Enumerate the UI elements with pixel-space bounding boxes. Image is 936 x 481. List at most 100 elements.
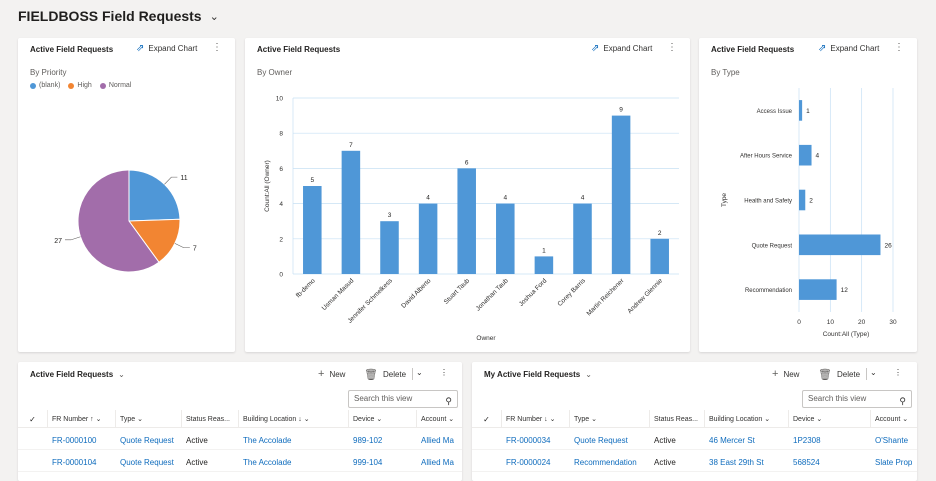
type-link[interactable]: Quote Request	[120, 457, 174, 467]
sort-down-icon: ↓	[544, 415, 548, 423]
search-placeholder: Search this view	[354, 394, 413, 403]
view-selector[interactable]: My Active Field Requests ⌄	[484, 370, 592, 379]
x-axis-title: Owner	[476, 335, 496, 342]
checkmark-icon: ✓	[29, 414, 36, 424]
row-checkbox[interactable]	[472, 452, 502, 472]
column-account[interactable]: Account ⌄	[417, 410, 462, 428]
bar	[799, 279, 837, 300]
chevron-down-icon: ⌄	[137, 416, 144, 423]
plus-icon: +	[318, 368, 325, 380]
more-vertical-icon[interactable]: ⋮	[894, 368, 902, 377]
new-button[interactable]: + New	[772, 368, 799, 380]
column-building-location[interactable]: Building Location ⌄	[705, 410, 789, 428]
chevron-down-icon[interactable]: ⌄	[870, 368, 877, 377]
column-fr-number[interactable]: FR Number ↑ ⌄	[48, 410, 116, 428]
y-axis-title: Type	[721, 193, 728, 207]
x-tick-label: Usman Masud	[321, 277, 356, 312]
x-tick-label: Joshua Ford	[518, 277, 549, 308]
new-button[interactable]: + New	[318, 368, 345, 380]
building-location-link[interactable]: 46 Mercer St	[709, 435, 755, 445]
expand-chart-button[interactable]: ⇗ Expand Chart	[136, 43, 197, 54]
account-link[interactable]: Allied Ma	[421, 435, 454, 445]
bar-data-label: 4	[816, 153, 820, 160]
building-location-link[interactable]: The Accolade	[243, 435, 292, 445]
more-vertical-icon[interactable]: ⋮	[440, 368, 448, 377]
column-account[interactable]: Account ⌄	[871, 410, 917, 428]
x-tick-label: Jonathan Taub	[475, 277, 510, 312]
chevron-down-icon: ⌄	[591, 416, 598, 423]
dashboard-title[interactable]: FIELDBOSS Field Requests	[18, 8, 202, 24]
column-status-reason[interactable]: Status Reas...	[650, 410, 705, 428]
chevron-down-icon[interactable]: ⌄	[209, 10, 219, 23]
select-all-checkbox[interactable]: ✓	[18, 410, 48, 428]
row-checkbox[interactable]	[472, 430, 502, 450]
bar-data-label: 4	[581, 195, 585, 202]
device-link[interactable]: 999-104	[353, 457, 383, 467]
search-icon[interactable]: ⚲	[445, 396, 452, 406]
search-icon[interactable]: ⚲	[899, 396, 906, 406]
table-row[interactable]: FR-0000100 Quote Request Active The Acco…	[18, 430, 462, 450]
fr-number-link[interactable]: FR-0000024	[506, 457, 551, 467]
column-building-location[interactable]: Building Location ↓ ⌄	[239, 410, 349, 428]
column-type[interactable]: Type ⌄	[116, 410, 182, 428]
legend-item-blank[interactable]: (blank)	[30, 82, 60, 89]
account-link[interactable]: O'Shante	[875, 435, 909, 445]
table-row[interactable]: FR-0000104 Quote Request Active The Acco…	[18, 452, 462, 472]
y-tick-label: Recommendation	[745, 288, 792, 294]
building-location-link[interactable]: 38 East 29th St	[709, 457, 764, 467]
bar-data-label: 6	[465, 159, 469, 166]
divider	[866, 368, 867, 380]
row-checkbox[interactable]	[18, 430, 48, 450]
legend-item-high[interactable]: High	[68, 82, 92, 89]
expand-chart-label: Expand Chart	[603, 44, 653, 53]
x-tick-label: 20	[858, 319, 866, 326]
chevron-down-icon: ⌄	[376, 416, 383, 423]
column-type[interactable]: Type ⌄	[570, 410, 650, 428]
x-tick-label: Stuart Taub	[443, 277, 472, 306]
expand-chart-button[interactable]: ⇗ Expand Chart	[591, 43, 652, 54]
bar-data-label: 1	[542, 247, 546, 254]
chevron-down-icon[interactable]: ⌄	[416, 368, 423, 377]
device-link[interactable]: 1P2308	[793, 435, 821, 445]
expand-chart-label: Expand Chart	[148, 44, 198, 53]
column-device[interactable]: Device ⌄	[349, 410, 417, 428]
more-vertical-icon[interactable]: ⋮	[667, 42, 677, 53]
select-all-checkbox[interactable]: ✓	[472, 410, 502, 428]
column-status-reason[interactable]: Status Reas...	[182, 410, 239, 428]
type-link[interactable]: Quote Request	[120, 435, 174, 445]
y-tick-label: 6	[279, 166, 283, 173]
view-selector[interactable]: Active Field Requests ⌄	[30, 370, 125, 379]
column-label: Device	[353, 415, 375, 423]
grid-title: Active Field Requests	[30, 370, 114, 379]
column-fr-number[interactable]: FR Number ↓ ⌄	[502, 410, 570, 428]
column-device[interactable]: Device ⌄	[789, 410, 871, 428]
fr-number-link[interactable]: FR-0000100	[52, 435, 97, 445]
expand-chart-button[interactable]: ⇗ Expand Chart	[818, 43, 879, 54]
column-label: Device	[793, 415, 815, 423]
type-link[interactable]: Recommendation	[574, 457, 637, 467]
table-row[interactable]: FR-0000024 Recommendation Active 38 East…	[472, 452, 917, 472]
plus-icon: +	[772, 368, 779, 380]
table-row[interactable]: FR-0000034 Quote Request Active 46 Merce…	[472, 430, 917, 450]
row-checkbox[interactable]	[18, 452, 48, 472]
delete-button[interactable]: 🗑 Delete	[364, 368, 406, 381]
fr-number-link[interactable]: FR-0000104	[52, 457, 97, 467]
type-link[interactable]: Quote Request	[574, 435, 628, 445]
pie-leader-line	[64, 236, 81, 241]
fr-number-link[interactable]: FR-0000034	[506, 435, 551, 445]
search-input[interactable]: Search this view ⚲	[348, 390, 458, 408]
bar	[341, 150, 361, 274]
account-link[interactable]: Slate Prop	[875, 457, 913, 467]
device-link[interactable]: 568524	[793, 457, 820, 467]
account-link[interactable]: Allied Ma	[421, 457, 454, 467]
y-axis-title: Count:All (Owner)	[264, 160, 271, 212]
new-label: New	[329, 369, 346, 379]
more-vertical-icon[interactable]: ⋮	[212, 42, 222, 53]
building-location-link[interactable]: The Accolade	[243, 457, 292, 467]
legend-item-normal[interactable]: Normal	[99, 82, 131, 89]
device-link[interactable]: 989-102	[353, 435, 383, 445]
expand-chart-icon: ⇗	[136, 43, 145, 54]
delete-button[interactable]: 🗑 Delete	[818, 368, 860, 381]
more-vertical-icon[interactable]: ⋮	[894, 42, 904, 53]
search-input[interactable]: Search this view ⚲	[802, 390, 912, 408]
